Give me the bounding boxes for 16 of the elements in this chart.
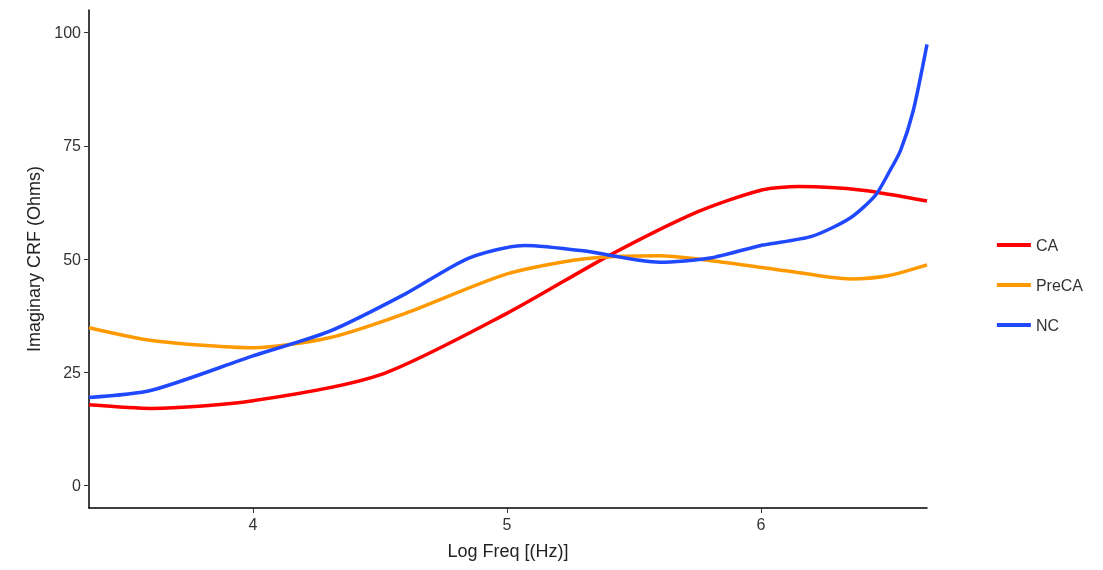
y-tick-label: 25: [63, 363, 82, 381]
y-tick-label: 50: [63, 250, 82, 268]
y-axis-title: Imaginary CRF (Ohms): [24, 165, 45, 353]
line-series: [87, 184, 929, 411]
y-tick-label: 0: [72, 476, 82, 494]
line-series: [87, 42, 929, 400]
x-tick-label: 4: [248, 515, 258, 533]
y-tick-label: 100: [54, 24, 82, 42]
legend-label: PreCA: [1035, 276, 1084, 294]
line-series: [87, 254, 929, 350]
y-tick-label: 75: [63, 137, 82, 155]
x-tick-label: 6: [756, 515, 766, 533]
legend-label: NC: [1035, 316, 1059, 334]
legend-label: CA: [1035, 236, 1059, 254]
x-tick-label: 5: [502, 515, 512, 533]
x-axis-title: Log Freq [(Hz)]: [447, 541, 569, 561]
